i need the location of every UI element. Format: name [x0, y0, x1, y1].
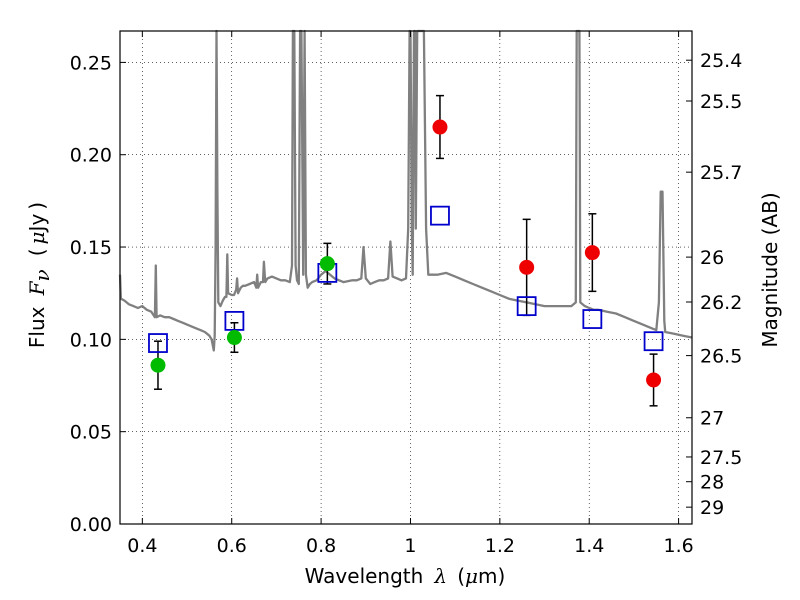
x-tick-label: 1 [404, 535, 416, 557]
x-tick-label: 0.6 [217, 535, 247, 557]
tick-layer: 0.4 0.6 0.8 1 1.2 1.4 1.6 0.00 0.05 0.10 0.15 0.20 0… [70, 31, 742, 557]
y-label-symbol: F [25, 280, 49, 296]
model-square-marker [643, 331, 664, 352]
x-tick-label: 0.4 [127, 535, 157, 557]
errorbar-layer [153, 94, 658, 407]
y-tick-label: 0.15 [70, 237, 112, 259]
y2-tick-label: 27 [700, 408, 724, 430]
model-square-marker [516, 296, 537, 317]
model-square-marker [224, 310, 245, 331]
x-tick-label: 0.8 [306, 535, 336, 557]
x-tick-label: 1.4 [574, 535, 604, 557]
green-data-point [319, 256, 335, 272]
y-label-unit-open: ( [25, 248, 49, 256]
green-data-point [150, 357, 166, 373]
y-label-subscript: ν [30, 269, 54, 281]
x-label-symbol: λ [433, 564, 447, 588]
y-label-unit-close: ) [25, 202, 49, 210]
red-data-point [519, 259, 535, 275]
y2-tick-label: 26 [700, 247, 724, 269]
y-tick-label: 0.05 [70, 422, 112, 444]
y2-tick-label: 26.2 [700, 292, 742, 314]
green-data-point [226, 330, 242, 346]
y2-tick-label: 27.5 [700, 447, 742, 469]
y-label-unit-rest: Jy [25, 214, 49, 234]
y-tick-label: 0.25 [70, 52, 112, 74]
y-tick-label: 0.10 [70, 329, 112, 351]
red-data-point [584, 245, 600, 261]
red-data-point [646, 372, 662, 388]
red-data-point [432, 119, 448, 135]
x-label-prefix: Wavelength [305, 564, 424, 588]
y-axis-label: Flux Fν ( μJy) [25, 202, 54, 348]
y-label-unit-mu: μ [25, 231, 49, 244]
y2-tick-label: 25.4 [700, 50, 742, 72]
y-tick-label: 0.00 [70, 514, 112, 536]
x-label-unit-open: ( [457, 564, 465, 588]
spectrum-line [118, 29, 693, 352]
model-square-marker [582, 309, 603, 329]
y2-tick-label: 25.5 [700, 91, 742, 113]
y2-axis-label: Magnitude (AB) [758, 192, 782, 347]
x-tick-label: 1.6 [663, 535, 693, 557]
y2-tick-label: 26.5 [700, 346, 742, 368]
point-layer [150, 119, 662, 388]
x-label-unit-mu: μ [465, 564, 478, 588]
x-axis-label: Wavelength λ (μm) [305, 564, 506, 588]
plot-frame [119, 30, 693, 525]
model-square-marker [148, 333, 168, 353]
x-tick-label: 1.2 [485, 535, 515, 557]
y2-tick-label: 28 [700, 472, 724, 494]
model-square-marker [430, 205, 450, 226]
y2-tick-label: 25.7 [700, 162, 742, 184]
y-tick-label: 0.20 [70, 145, 112, 167]
x-label-unit-rest: m) [478, 564, 505, 588]
y-label-prefix: Flux [25, 306, 49, 348]
y2-tick-label: 29 [700, 497, 724, 519]
